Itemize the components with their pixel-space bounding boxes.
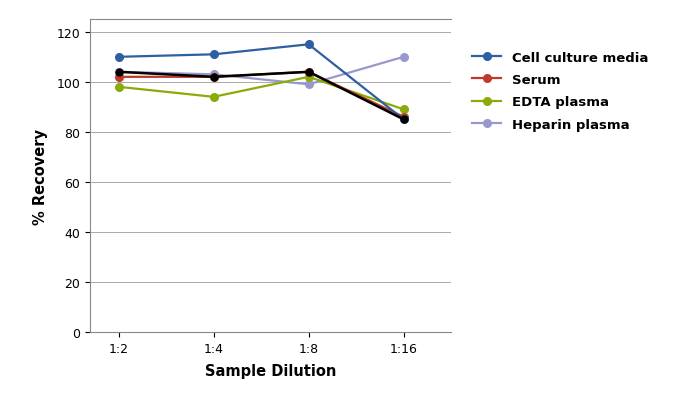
Line: Serum: Serum — [115, 69, 407, 122]
EDTA plasma — [115, 85, 123, 90]
Line: EDTA plasma: EDTA plasma — [115, 74, 407, 114]
Heparin plasma — [115, 70, 123, 75]
EDTA plasma — [210, 95, 218, 100]
Serum — [210, 75, 218, 80]
EDTA plasma — [305, 75, 313, 80]
Serum — [400, 115, 408, 120]
Line: Cell culture media: Cell culture media — [115, 41, 407, 124]
EDTA plasma — [400, 108, 408, 113]
Serum — [115, 75, 123, 80]
Heparin plasma — [210, 73, 218, 78]
Heparin plasma — [305, 83, 313, 87]
Cell culture media — [400, 117, 408, 122]
X-axis label: Sample Dilution: Sample Dilution — [205, 363, 337, 378]
Cell culture media — [115, 55, 123, 60]
Line: Heparin plasma: Heparin plasma — [115, 54, 407, 89]
Serum — [305, 70, 313, 75]
Y-axis label: % Recovery: % Recovery — [33, 128, 49, 224]
Heparin plasma — [400, 55, 408, 60]
Cell culture media — [305, 43, 313, 48]
Legend: Cell culture media, Serum, EDTA plasma, Heparin plasma: Cell culture media, Serum, EDTA plasma, … — [472, 52, 648, 131]
Cell culture media — [210, 53, 218, 58]
